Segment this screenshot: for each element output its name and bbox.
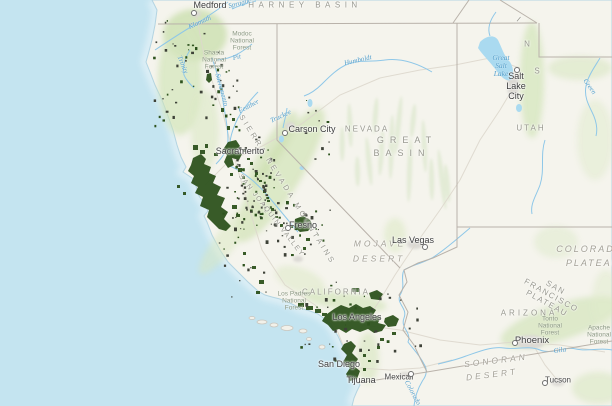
overlay-fresno [294, 216, 313, 232]
pyramid-lake [307, 99, 313, 107]
lakes [279, 36, 522, 170]
overlay-polygons [177, 73, 399, 381]
state-borders [157, 0, 612, 384]
rivers [154, 0, 612, 406]
utah-lake [516, 104, 522, 112]
overlay-sacramento [222, 140, 242, 168]
lake-tahoe [279, 135, 284, 143]
channel-islands [248, 316, 326, 350]
great-salt-lake [478, 36, 514, 81]
overlay-redding [206, 73, 212, 83]
road-lines [195, 13, 606, 383]
overlay-bay-area [188, 154, 231, 231]
overlay-los-angeles [322, 304, 386, 333]
nevada-ridge-stripes [339, 96, 451, 210]
speck-field [153, 20, 422, 363]
overlay-san-diego [341, 341, 360, 381]
